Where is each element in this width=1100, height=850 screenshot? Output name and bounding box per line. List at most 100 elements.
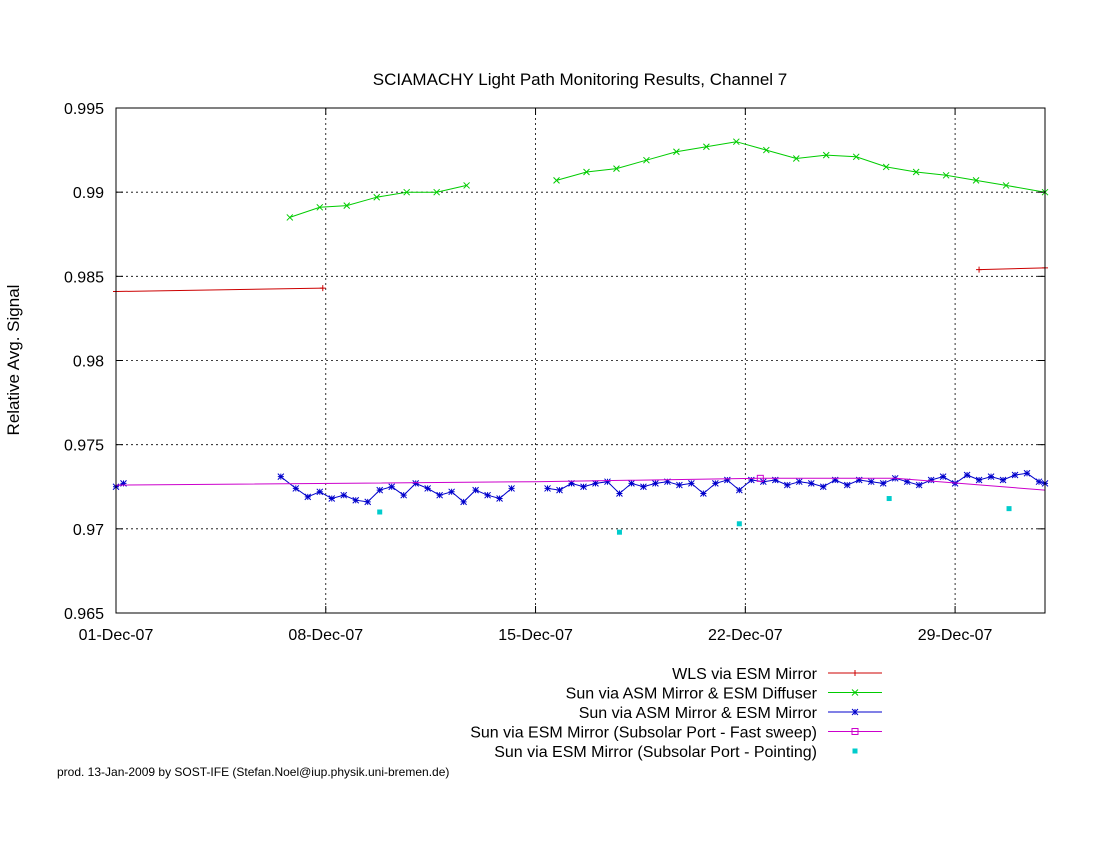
data-point	[762, 146, 770, 154]
data-point	[376, 486, 384, 494]
data-point	[640, 483, 647, 491]
legend-label: Sun via ESM Mirror (Subsolar Port - Poin…	[494, 744, 817, 761]
legend-label: Sun via ASM Mirror & ESM Diffuser	[566, 686, 818, 703]
data-point	[852, 153, 860, 161]
data-point	[747, 476, 755, 484]
x-tick-label: 08-Dec-07	[288, 627, 363, 644]
data-point	[843, 481, 851, 489]
data-point	[1035, 478, 1043, 486]
y-tick-label: 0.995	[64, 101, 104, 118]
data-point	[433, 188, 441, 196]
data-point	[364, 498, 372, 506]
x-tick-label: 01-Dec-07	[79, 627, 154, 644]
chart-title: SCIAMACHY Light Path Monitoring Results,…	[373, 70, 788, 89]
data-point	[927, 476, 935, 484]
series-1	[113, 264, 1048, 295]
data-point	[388, 483, 396, 491]
plot-frame	[115, 107, 1046, 614]
series-layer	[112, 138, 1049, 535]
data-point	[316, 203, 324, 211]
data-point	[583, 168, 590, 176]
data-point	[616, 529, 622, 535]
data-point	[771, 476, 779, 484]
data-point	[286, 214, 294, 221]
data-point	[712, 480, 719, 487]
series-4	[115, 474, 1046, 491]
data-point	[723, 476, 731, 484]
series-5	[377, 496, 1012, 535]
data-point	[340, 491, 348, 499]
data-point	[688, 480, 695, 487]
data-point	[976, 266, 983, 273]
data-point	[963, 471, 971, 479]
data-point	[496, 495, 503, 502]
data-point	[292, 485, 300, 492]
data-point	[613, 165, 620, 172]
x-tick-label: 29-Dec-07	[918, 627, 993, 644]
data-point	[508, 485, 515, 492]
data-point	[939, 473, 947, 481]
data-point	[703, 143, 710, 151]
data-point	[673, 148, 680, 156]
data-point	[652, 480, 659, 487]
data-point	[851, 708, 859, 716]
data-point	[915, 481, 923, 489]
data-point	[328, 495, 336, 502]
data-point	[352, 496, 360, 504]
data-point	[852, 670, 858, 676]
data-point	[316, 488, 324, 496]
data-point	[700, 490, 707, 497]
data-point	[343, 202, 351, 209]
series-2	[286, 138, 1049, 221]
data-point	[1006, 506, 1012, 512]
data-point	[592, 480, 599, 487]
series-line	[289, 184, 467, 218]
data-point	[819, 483, 827, 491]
axis-ticks: 0.965 0.97 0.975 0.98 0.985 0.99 0.995 01-Dec-0…	[64, 101, 1045, 644]
data-point	[792, 155, 800, 162]
series-line	[979, 267, 1046, 271]
data-point	[463, 182, 470, 189]
data-point	[412, 480, 420, 487]
data-point	[568, 480, 575, 487]
data-point	[903, 478, 911, 486]
data-point	[855, 476, 863, 484]
y-tick-label: 0.965	[64, 606, 104, 623]
data-point	[851, 689, 859, 696]
series-line	[115, 477, 1046, 491]
data-point	[120, 480, 127, 487]
data-point	[484, 491, 491, 499]
data-point	[424, 485, 432, 492]
legend-label: WLS via ESM Mirror	[672, 666, 818, 683]
data-point	[942, 171, 950, 179]
data-point	[616, 490, 623, 497]
data-point	[460, 498, 467, 506]
data-point	[912, 168, 920, 176]
data-point	[628, 480, 635, 487]
legend: WLS via ESM Mirror Sun via ASM Mirror & E…	[470, 666, 882, 761]
y-tick-label: 0.97	[73, 522, 104, 539]
data-point	[886, 496, 892, 502]
data-point	[304, 493, 312, 501]
data-point	[972, 177, 980, 184]
data-point	[403, 188, 411, 196]
data-point	[676, 481, 683, 489]
data-point	[882, 163, 890, 171]
data-point	[1011, 471, 1019, 479]
data-point	[999, 476, 1007, 484]
data-point	[867, 478, 875, 486]
x-tick-label: 15-Dec-07	[498, 627, 573, 644]
legend-label: Sun via ASM Mirror & ESM Mirror	[579, 705, 818, 722]
data-point	[852, 748, 858, 754]
data-point	[544, 485, 551, 492]
data-point	[1002, 182, 1010, 189]
data-point	[987, 473, 995, 481]
data-point	[879, 480, 887, 487]
data-point	[735, 486, 743, 494]
data-point	[756, 474, 764, 482]
data-point	[400, 491, 408, 499]
series-3	[112, 469, 1049, 506]
y-tick-label: 0.99	[73, 185, 104, 202]
data-point	[807, 480, 815, 487]
